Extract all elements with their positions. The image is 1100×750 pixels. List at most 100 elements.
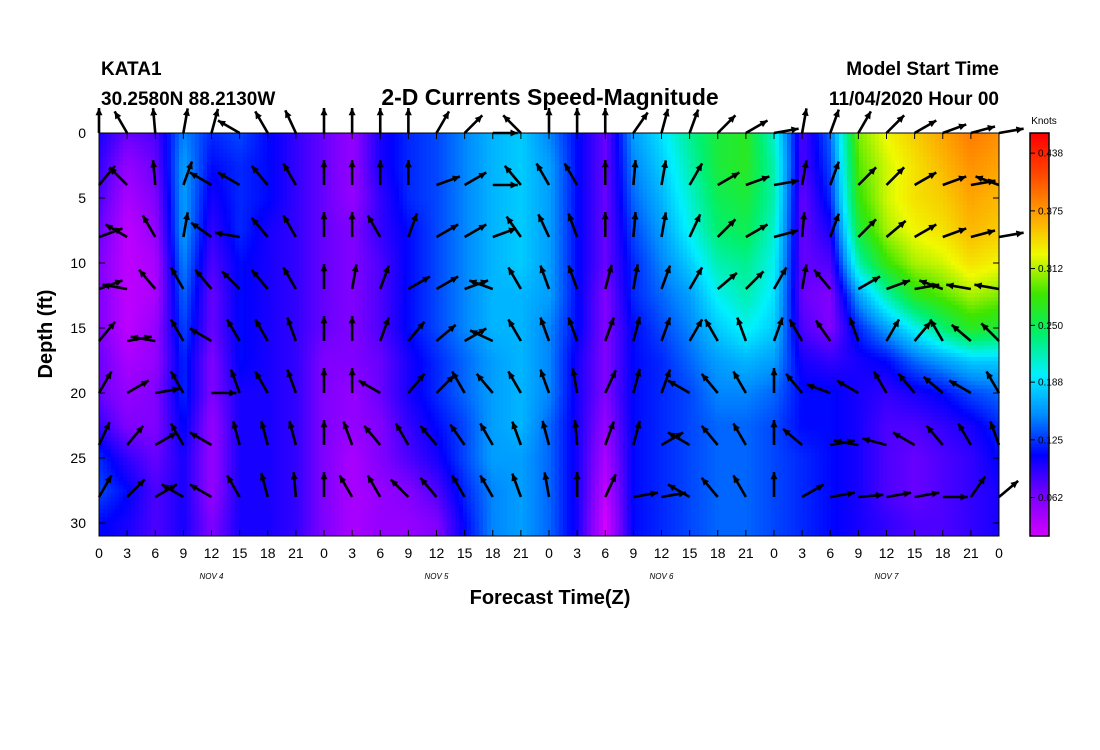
current-vector [942,175,967,187]
colorbar-tick-label: 0.125 [1038,435,1063,446]
current-vector [946,282,972,291]
colorbar-tick-label: 0.188 [1038,378,1063,389]
current-vector [800,264,809,290]
current-vector [404,108,412,133]
y-tick-label: 10 [70,255,86,271]
current-vector [925,425,944,446]
current-vector [507,266,523,290]
current-vector [436,175,461,187]
x-tick-label: 18 [260,545,276,561]
current-vector [604,421,616,446]
current-vector [450,474,466,498]
current-vector [998,479,1019,498]
speed-heatmap [99,133,999,536]
current-vector [194,269,213,290]
current-vector [539,317,551,342]
x-tick-label: 9 [179,545,187,561]
colorbar-tick-label: 0.062 [1038,493,1063,504]
current-vector [97,474,113,498]
current-vector [150,107,158,134]
current-vector [800,211,808,238]
current-vector [744,270,765,290]
current-vector [601,160,609,185]
current-vector [717,171,741,187]
current-vector [463,114,484,134]
current-vector [632,368,642,394]
current-vector [563,162,579,186]
current-vector [886,279,911,291]
current-vector [348,316,356,341]
current-vector [732,422,748,446]
current-vector [772,317,784,342]
current-vector [348,160,356,185]
current-vector [836,379,860,395]
current-vector [363,425,382,446]
current-vector [169,370,185,394]
current-vector [892,431,916,447]
station-id: KATA1 [101,59,162,80]
current-vector [913,171,937,187]
x-tick-label: 0 [95,545,103,561]
x-tick-label: 15 [232,545,248,561]
current-vector [913,223,937,239]
current-vector [567,265,579,290]
current-vector [507,318,523,342]
x-tick-label: 6 [826,545,834,561]
current-vector [479,422,494,446]
current-vector [182,161,194,186]
current-vector [913,119,937,135]
current-vector [492,181,518,189]
current-vector [970,125,996,135]
current-vector [885,219,907,238]
current-vector [138,269,157,290]
current-vector [225,474,241,498]
current-vector [169,422,185,446]
current-vector [379,317,391,342]
current-vector [745,119,769,135]
current-vector [259,420,270,446]
current-vector [633,490,659,499]
current-vector [773,229,799,239]
current-vector [942,493,968,501]
current-vector [800,160,809,186]
current-vector [320,472,328,497]
current-vector [211,389,237,397]
current-vector [631,211,639,238]
current-vector [435,374,456,394]
colorbar-tick-label: 0.250 [1038,321,1063,332]
current-vector [848,317,860,342]
current-vector [886,490,912,499]
current-vector [736,317,748,342]
current-vector [338,474,354,498]
y-tick-label: 25 [70,450,86,466]
colorbar-tick-label: 0.312 [1038,264,1063,275]
current-vector [189,327,213,343]
current-vector [286,369,298,394]
current-vector [700,425,719,446]
current-vector [745,223,769,239]
current-vector [632,420,642,446]
current-vector [435,275,459,291]
current-vector [290,471,298,498]
x-tick-label: 9 [629,545,637,561]
current-vector [113,110,129,134]
current-vector [320,368,328,393]
current-vector [688,318,704,342]
current-vector [913,321,932,342]
plot-axes: 0 3 6 9 12 15 18 21 0 3 6 9 12 15 18 21 0 3 6 9 12 15 18 21 0 3 6 9… [70,125,1003,581]
current-vector [980,322,1000,342]
current-vector [830,490,856,499]
x-tick-label: 0 [320,545,328,561]
current-vector [688,162,704,186]
current-vector [435,323,457,342]
current-vector [419,425,438,446]
colorbar-tick-label: 0.438 [1038,149,1063,160]
current-vector [155,386,181,395]
current-vector [217,171,241,187]
current-vector [688,109,700,134]
y-tick-label: 15 [70,320,86,336]
model-start-label: Model Start Time [846,59,999,80]
y-tick-label: 0 [78,125,86,141]
current-vector [772,266,788,290]
x-tick-label: 18 [935,545,951,561]
